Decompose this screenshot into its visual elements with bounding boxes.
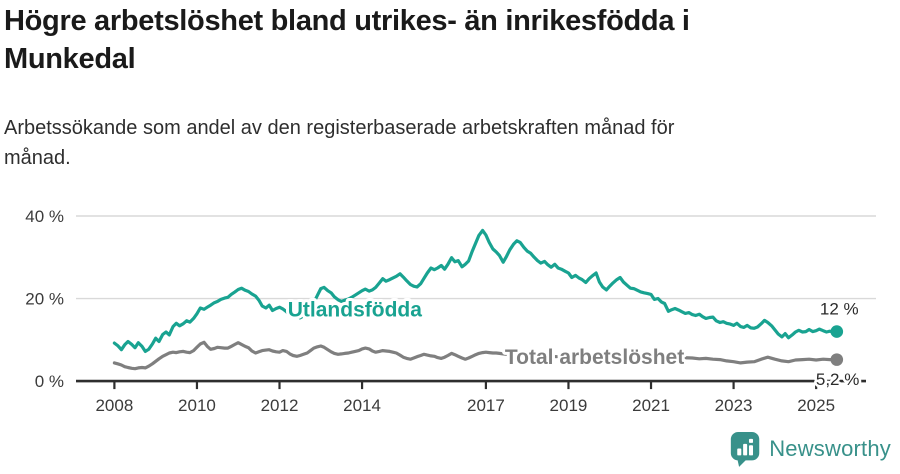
series-line-total-arbetsl-shet — [112, 340, 839, 371]
x-axis-label-2010: 2010 — [178, 396, 216, 415]
line-chart: 0 % 20 % 40 % 2008 2010 2012 2014 2017 2019 2021 2… — [25, 207, 876, 415]
end-label-total: 5,2 % — [816, 370, 859, 389]
end-dot-total-arbetsl-shet — [830, 353, 844, 366]
y-axis-label-20: 20 % — [25, 290, 64, 309]
series-label-total: Total arbetslöshet — [505, 346, 684, 369]
end-dot-utlandsf-dda — [830, 325, 844, 338]
page-title: Högre arbetslöshet bland utrikes- än inr… — [4, 5, 690, 76]
series-line-utlandsf-dda — [112, 228, 839, 353]
x-axis-label-2008: 2008 — [95, 396, 133, 415]
x-axis-label-2019: 2019 — [550, 396, 588, 415]
x-axis-label-2012: 2012 — [261, 396, 299, 415]
x-axis-label-2023: 2023 — [715, 396, 753, 415]
chart-subtitle: Arbetssökande som andel av den registerb… — [4, 117, 675, 169]
newsworthy-logo[interactable]: Newsworthy — [729, 430, 891, 467]
y-axis-label-40: 40 % — [25, 207, 64, 226]
series-label-utlandsfodda: Utlandsfödda — [288, 299, 422, 322]
x-axis-label-2025: 2025 — [797, 396, 835, 415]
brand-name: Newsworthy — [769, 435, 891, 461]
x-axis-label-2014: 2014 — [343, 396, 381, 415]
x-axis-label-2021: 2021 — [632, 396, 670, 415]
y-axis-label-0: 0 % — [35, 372, 64, 391]
end-label-utlandsfodda: 12 % — [820, 300, 859, 319]
x-axis-label-2017: 2017 — [467, 396, 505, 415]
newsworthy-logo-icon — [731, 432, 760, 467]
